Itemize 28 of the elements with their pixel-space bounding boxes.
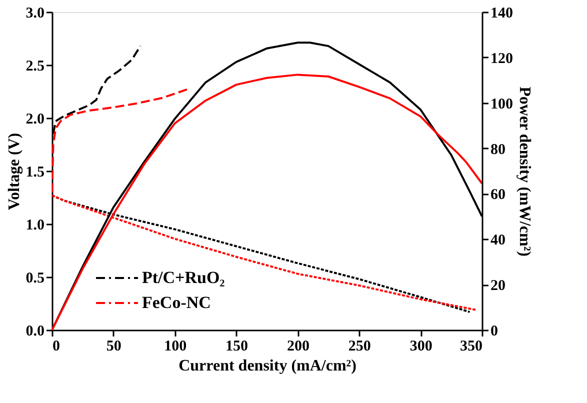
y2-tick-label: 60	[490, 187, 506, 204]
y2-tick-label: 40	[490, 232, 506, 249]
x-tick-label: 100	[164, 338, 187, 354]
y2-tick-label: 80	[490, 142, 506, 158]
y-tick-label: 0.5	[26, 270, 44, 286]
y-tick-label: 1.0	[26, 218, 44, 234]
y-tick-label: 0.0	[26, 324, 44, 340]
x-tick-label: 200	[286, 338, 310, 354]
y2-tick-label: 140	[490, 6, 513, 22]
y2-tick-label: 100	[490, 96, 513, 112]
y2-tick-label: 0	[490, 324, 498, 340]
x-tick-label: 300	[410, 338, 432, 354]
x-tick-label: 50	[106, 338, 122, 354]
y-axis-title: Voltage (V)	[6, 132, 23, 210]
y-tick-label: 1.5	[26, 164, 44, 180]
x-tick-label: 150	[226, 338, 248, 354]
x-axis-title: Current density (mA/cm²)	[178, 358, 356, 374]
y-tick-label: 3.0	[26, 6, 44, 22]
legend-label: Pt/C+RuO₂	[142, 268, 225, 287]
y2-tick-label: 20	[490, 278, 506, 294]
y-tick-label: 2.5	[26, 58, 44, 74]
y-tick-label: 2.0	[26, 112, 44, 128]
legend-label: FeCo-NC	[142, 293, 211, 312]
y2-axis-title: Power density (mW/cm²)	[516, 86, 533, 256]
y2-tick-label: 120	[490, 50, 513, 67]
x-tick-label: 250	[348, 338, 371, 354]
x-tick-label: 0	[52, 338, 60, 354]
x-tick-label: 350	[460, 338, 482, 354]
